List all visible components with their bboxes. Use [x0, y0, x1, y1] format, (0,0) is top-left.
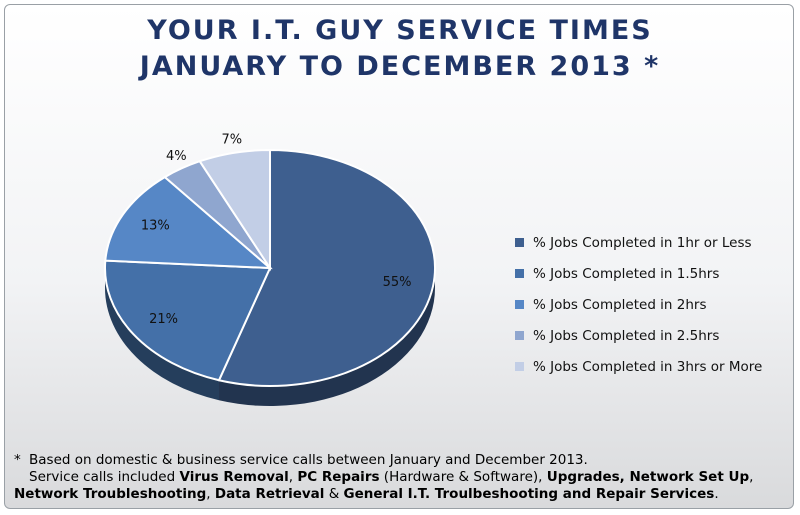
legend-item-3: % Jobs Completed in 2.5hrs [515, 320, 790, 351]
pie-slices [104, 148, 436, 387]
legend-item-1: % Jobs Completed in 1.5hrs [515, 258, 790, 289]
footnote-line-3-part-0: Network Troubleshooting [14, 486, 207, 502]
footnote-line-3-part-5: . [714, 486, 719, 502]
legend-swatch-3 [515, 331, 524, 340]
legend-label-4: % Jobs Completed in 3hrs or More [533, 358, 763, 375]
pie-label-2: 13% [141, 219, 170, 234]
legend-swatch-1 [515, 269, 524, 278]
pie-slice-4 [198, 148, 271, 272]
legend-swatch-4 [515, 362, 524, 371]
pie-slice-wall-1 [105, 268, 220, 401]
legend-swatch-0 [515, 238, 524, 247]
footnote-line-1: Based on domestic & business service cal… [29, 452, 588, 468]
legend-item-2: % Jobs Completed in 2hrs [515, 289, 790, 320]
footnote-line-3-part-2: Data Retrieval [214, 486, 325, 502]
footnote-line-2-part-3: PC Repairs [297, 469, 380, 485]
chart-title: YOUR I.T. GUY SERVICE TIMES JANUARY TO D… [5, 13, 795, 85]
footnote-line-3: Network Troubleshooting, Data Retrieval … [14, 486, 784, 503]
pie-side-walls [105, 268, 435, 406]
footnote-line-3-part-1: , [206, 486, 215, 502]
pie-label-0: 55% [383, 275, 412, 290]
pie-slice-wall-0 [219, 268, 435, 406]
chart-legend: % Jobs Completed in 1hr or Less % Jobs Co… [515, 227, 790, 382]
pie-slice-2 [104, 175, 273, 270]
footnote-line-2-part-4: (Hardware & Software), [379, 469, 547, 485]
legend-item-0: % Jobs Completed in 1hr or Less [515, 227, 790, 258]
pie-slice-0 [217, 148, 436, 387]
footnote-line-2-part-5: Upgrades, Network Set Up [546, 469, 750, 485]
footnote-line-2-part-6: , [749, 469, 754, 485]
footnote-line-3-part-4: General I.T. Troulbeshooting and Repair … [343, 486, 715, 502]
footnote: * Based on domestic & business service ca… [14, 452, 784, 503]
footnote-line-2-part-2: , [288, 469, 298, 485]
pie-data-labels: 55% 21% 13% 4% 7% [141, 132, 412, 327]
chart-title-line-1: YOUR I.T. GUY SERVICE TIMES [147, 15, 653, 46]
legend-label-2: % Jobs Completed in 2hrs [533, 296, 707, 313]
pie-label-4: 7% [221, 132, 242, 147]
legend-label-0: % Jobs Completed in 1hr or Less [533, 234, 752, 251]
footnote-line-3-part-3: & [324, 486, 344, 502]
legend-label-1: % Jobs Completed in 1.5hrs [533, 265, 720, 282]
footnote-line-2-part-1: Virus Removal [179, 469, 289, 485]
pie-label-3: 4% [166, 149, 187, 164]
footnote-line-2: Service calls included Virus Removal, PC… [14, 469, 784, 486]
legend-item-4: % Jobs Completed in 3hrs or More [515, 351, 790, 382]
pie-slice-1 [104, 259, 272, 382]
footnote-asterisk: * [14, 452, 21, 468]
legend-swatch-2 [515, 300, 524, 309]
chart-title-line-2: JANUARY TO DECEMBER 2013 * [139, 51, 661, 82]
footnote-line-2-part-0: Service calls included [29, 469, 180, 485]
pie-label-1: 21% [149, 312, 178, 327]
legend-label-3: % Jobs Completed in 2.5hrs [533, 327, 720, 344]
